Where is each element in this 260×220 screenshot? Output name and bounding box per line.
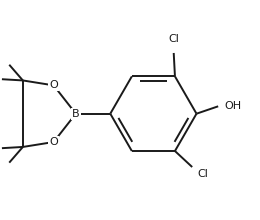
Text: O: O (49, 137, 58, 147)
Text: B: B (72, 109, 80, 119)
Text: O: O (49, 80, 58, 90)
Text: Cl: Cl (197, 169, 208, 180)
Text: OH: OH (224, 101, 242, 111)
Text: Cl: Cl (168, 34, 179, 44)
